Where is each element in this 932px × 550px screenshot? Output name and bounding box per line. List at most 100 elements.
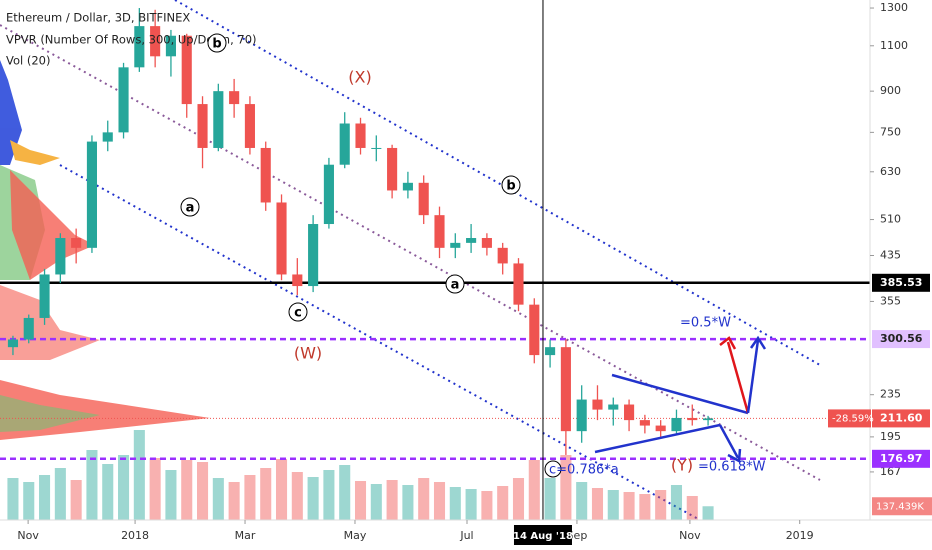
- volume-bar: [323, 470, 335, 520]
- x-tick-label: May: [344, 529, 367, 542]
- candle-body: [181, 35, 192, 105]
- x-tick-label: Jul: [459, 529, 473, 542]
- candle-body: [134, 26, 145, 68]
- candle-body: [466, 238, 477, 243]
- candle-body: [497, 247, 508, 264]
- volume-label-bg: [872, 497, 932, 516]
- candle-body: [229, 91, 240, 105]
- volume-bar: [623, 492, 635, 520]
- wave-circle: [501, 175, 521, 195]
- candle-body: [481, 238, 492, 248]
- candle-body: [39, 274, 50, 318]
- volume-label: 137.439K: [876, 501, 924, 512]
- crosshair-label-bg: [513, 525, 572, 545]
- channel-middle: [0, 24, 821, 481]
- x-tick-label: Nov: [17, 529, 39, 542]
- volume-bar: [197, 462, 209, 520]
- volume-bar: [149, 458, 161, 520]
- volume-bar: [118, 455, 130, 520]
- volume-bar: [7, 478, 19, 520]
- volume-bar: [449, 487, 461, 520]
- volume-bar: [670, 485, 683, 520]
- candle-body: [197, 104, 208, 148]
- x-tick-label: 2018: [121, 529, 149, 542]
- volume-bar: [354, 481, 367, 520]
- y-tick-label: 1100: [880, 39, 908, 52]
- wave-circle: [180, 197, 200, 217]
- y-tick-label: 750: [880, 125, 901, 138]
- candle-body: [639, 420, 650, 426]
- y-tick-label: 235: [880, 388, 901, 401]
- wave-label: b: [212, 37, 221, 52]
- wave-label: a: [186, 201, 195, 216]
- crosshair-label: 14 Aug '18: [513, 531, 573, 542]
- wave-label: a: [451, 278, 460, 293]
- volume-bar: [165, 470, 177, 520]
- volume-bar: [244, 475, 256, 520]
- volume-bar: [386, 480, 398, 520]
- annotation: (X): [348, 68, 371, 87]
- price-label-bg: [872, 449, 930, 468]
- candle-body: [608, 404, 619, 410]
- candle-body: [545, 347, 556, 356]
- volume-bar: [260, 468, 272, 520]
- candle-body: [23, 317, 34, 340]
- volume-bar: [402, 485, 414, 520]
- candle-body: [624, 404, 635, 421]
- candle-body: [55, 238, 66, 275]
- volume-bar: [275, 459, 288, 520]
- y-tick-label: 1300: [880, 1, 908, 14]
- volume-bar: [591, 488, 604, 520]
- wave-label: c: [294, 306, 302, 321]
- wave-circle: [544, 460, 562, 478]
- volume-bar: [560, 455, 572, 520]
- wave-circle: [445, 274, 465, 294]
- candle-body: [355, 123, 366, 148]
- candle-body: [339, 123, 350, 165]
- volume-bar: [544, 478, 556, 520]
- volume-bar: [307, 477, 319, 520]
- candle-body: [118, 67, 129, 133]
- volume-bar: [481, 491, 493, 520]
- triangle: [594, 335, 767, 464]
- volume-bar: [702, 506, 714, 520]
- volume-bar: [686, 496, 698, 520]
- candle-body: [687, 417, 698, 421]
- x-tick-label: Mar: [235, 529, 256, 542]
- volume-bar: [39, 475, 51, 520]
- volume-bar: [528, 460, 540, 520]
- volume-bar: [86, 450, 98, 520]
- candle-body: [260, 147, 271, 203]
- wave-circle: [288, 302, 308, 322]
- y-tick-label: 167: [880, 465, 901, 478]
- candle-body: [150, 26, 161, 57]
- volume-bar: [228, 482, 240, 520]
- candle-body: [592, 399, 603, 410]
- x-tick-label: 2019: [786, 529, 814, 542]
- candle-body: [7, 339, 19, 348]
- change-bg: [828, 409, 871, 428]
- volume-bar: [133, 430, 145, 520]
- volume-bar: [339, 465, 351, 520]
- candle-body: [371, 147, 382, 149]
- title: Ethereum / Dollar, 3D, BITFINEX: [6, 11, 190, 25]
- volume-bar: [639, 494, 651, 520]
- volume-bar: [465, 489, 477, 520]
- candle-body: [323, 164, 334, 225]
- annotation: =0.5*W: [680, 316, 731, 331]
- candle-body: [292, 274, 303, 287]
- price-label: 385.53: [880, 276, 922, 289]
- price-label: 176.97: [880, 452, 922, 465]
- y-tick-label: 195: [880, 430, 901, 443]
- candle-body: [213, 91, 224, 148]
- change-label: -28.59%: [832, 413, 874, 424]
- y-tick-label: 630: [880, 165, 901, 178]
- volume-bar: [54, 468, 66, 520]
- annotation: (Y): [671, 456, 693, 475]
- annotation: (W): [294, 344, 322, 363]
- candle-body: [402, 182, 413, 191]
- candle-body: [671, 417, 682, 432]
- candle-body: [276, 202, 287, 275]
- candle-body: [308, 224, 319, 287]
